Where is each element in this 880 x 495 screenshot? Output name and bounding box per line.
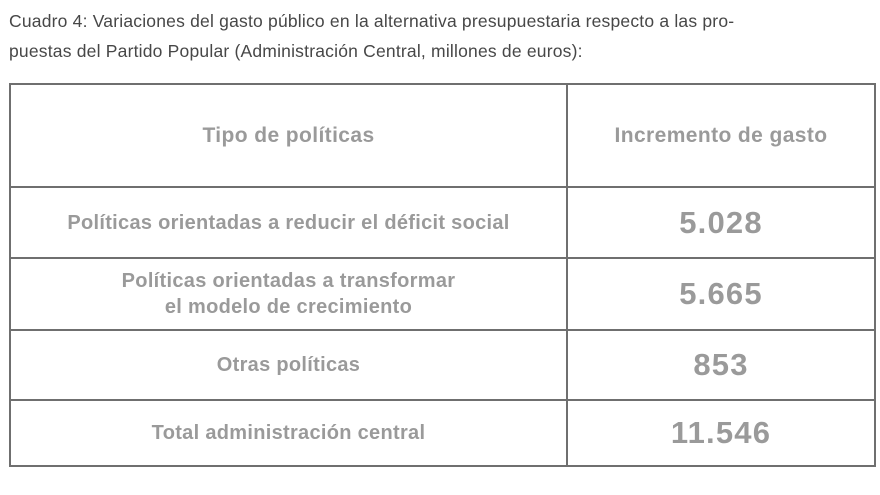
caption-line-1: Cuadro 4: Variaciones del gasto público … [9,11,735,31]
table-row: Políticas orientadas a transformar el mo… [9,257,876,331]
table-row: Total administración central 11.546 [9,399,876,467]
row-label: Políticas orientadas a reducir el défici… [9,186,568,259]
row-label: Políticas orientadas a transformar el mo… [9,257,568,331]
row-value: 853 [566,329,876,401]
figure-caption: Cuadro 4: Variaciones del gasto público … [9,6,734,66]
row-label: Otras políticas [9,329,568,401]
row-label: Total administración central [9,399,568,467]
column-header-tipo-de-politicas: Tipo de políticas [9,83,568,188]
row-label-line-2: el modelo de crecimiento [164,296,413,318]
table-row: Políticas orientadas a reducir el défici… [9,186,876,259]
row-value: 5.028 [566,186,876,259]
column-header-incremento-de-gasto: Incremento de gasto [566,83,876,188]
table-header-row: Tipo de políticas Incremento de gasto [9,83,876,188]
caption-line-2: puestas del Partido Popular (Administrac… [9,41,583,61]
row-label-line-1: Políticas orientadas a transformar [121,270,456,292]
row-value: 5.665 [566,257,876,331]
row-value: 11.546 [566,399,876,467]
table-row: Otras políticas 853 [9,329,876,401]
spending-table: Tipo de políticas Incremento de gasto Po… [9,83,876,467]
